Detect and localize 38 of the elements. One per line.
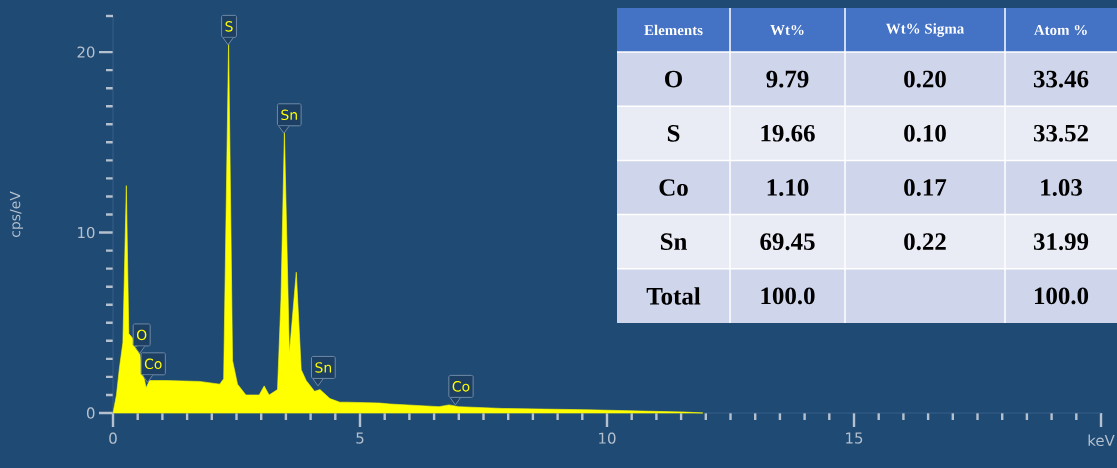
annotation: S [225,21,233,32]
annotation: Co [144,358,162,370]
y-tick-label: 20 [77,46,95,58]
category-label: Total [646,287,701,305]
y-axis-title: cps/eV [9,191,24,238]
text: 1.03 [1041,179,1082,196]
annotation: Sn [281,109,297,121]
text: 0.17 [904,179,947,196]
annotation: Co [452,381,470,392]
x-tick-label: 0 [109,432,117,444]
y-tick-label: 0 [86,407,95,419]
x-tick-label: 5 [356,432,364,444]
category-label: O [665,70,682,88]
text: 19.66 [761,124,815,142]
text: 1.10 [767,179,809,196]
text: 9.79 [766,70,809,88]
x-axis-title: keV [1088,434,1115,447]
category-label: Wt% [770,24,804,36]
text: 33.46 [1033,70,1089,88]
y-tick-label: 10 [78,226,95,239]
text: 69.45 [760,233,815,251]
x-tick-label: 15 [846,432,863,444]
text: 33.52 [1033,124,1088,142]
annotation: Sn [315,362,332,373]
category-label: Atom % [1033,24,1087,36]
category-label: Elements [644,24,703,36]
category-label: Sn [660,233,687,251]
text: 100.0 [761,287,815,305]
text: 0.20 [904,70,946,88]
category-label: Co [659,179,688,196]
text: 31.99 [1033,233,1089,251]
category-label: Wt% Sigma [886,23,965,37]
text: 0.22 [904,233,946,251]
text: 100.0 [1034,287,1089,305]
x-tick-label: 10 [599,432,616,444]
text: 0.10 [904,124,946,142]
annotation: O [136,329,147,341]
category-label: S [667,124,680,142]
